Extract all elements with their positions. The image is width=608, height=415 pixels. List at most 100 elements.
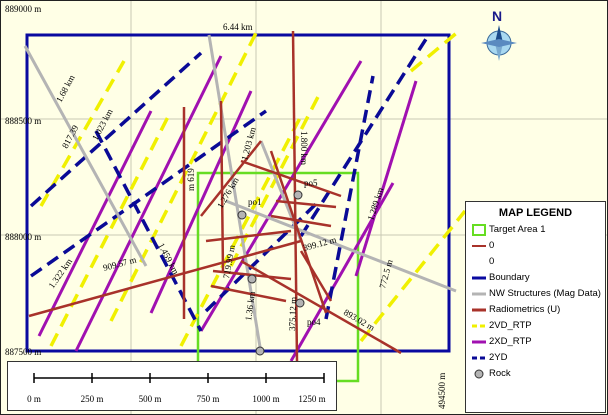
distance-label: 1.68 km	[54, 73, 77, 104]
nw-structure-line[interactable]	[225, 199, 457, 293]
legend-item-zero-line[interactable]: 0	[466, 238, 605, 254]
legend-label: 2YD	[489, 352, 508, 363]
legend-label: Boundary	[489, 272, 530, 283]
scale-tick-label: 750 m	[197, 394, 220, 404]
distance-label: 817.39	[60, 123, 81, 150]
radiometric-line[interactable]	[275, 199, 337, 209]
legend-item-boundary[interactable]: Boundary	[466, 270, 605, 286]
rock-point[interactable]	[247, 274, 257, 284]
legend-item-nw-structures[interactable]: NW Structures (Mag Data)	[466, 286, 605, 302]
legend-item-radiometrics[interactable]: Radiometrics (U)	[466, 302, 605, 318]
radiometric-line[interactable]	[210, 284, 287, 303]
xd-rtp-symbol-icon	[472, 340, 486, 344]
radiometric-line[interactable]	[28, 239, 302, 318]
north-arrow: N	[479, 7, 519, 67]
distance-label: 375.12 m	[287, 297, 298, 331]
radiometric-line[interactable]	[299, 250, 333, 302]
nw-structure-line[interactable]	[23, 45, 148, 267]
vd-rtp-line[interactable]	[39, 60, 126, 207]
distance-label: 909.57 m	[102, 254, 137, 272]
scale-tick-label: 500 m	[139, 394, 162, 404]
sample-label: po1	[248, 197, 262, 207]
coord-label: 889000 m	[5, 4, 41, 14]
distance-label: 6.44 km	[223, 22, 253, 32]
rock-points	[237, 190, 305, 356]
legend-label: 2XD_RTP	[489, 336, 532, 347]
distance-label: 772.5 m	[377, 258, 394, 289]
map-legend: MAP LEGEND Target Area 1 0 0 Boundary NW…	[465, 201, 606, 413]
xd-rtp-line[interactable]	[37, 110, 153, 337]
distance-label: m 619	[186, 168, 196, 191]
legend-label: 0	[489, 240, 495, 251]
xd-rtp-line[interactable]	[74, 55, 223, 352]
coord-label: 888000 m	[5, 232, 41, 242]
radiometric-line[interactable]	[270, 214, 332, 228]
boundary-symbol-icon	[472, 276, 486, 280]
nw-structure-lines	[23, 34, 457, 354]
yd-line[interactable]	[29, 51, 203, 208]
xd-rtp-line[interactable]	[199, 60, 363, 332]
legend-label: Radiometrics (U)	[489, 304, 561, 315]
yd-line[interactable]	[204, 199, 321, 313]
rock-point-po4[interactable]	[295, 298, 305, 308]
coord-label: 887500 m	[5, 347, 41, 357]
legend-item-target-area[interactable]: Target Area 1	[466, 222, 605, 238]
legend-label: 2VD_RTP	[489, 320, 532, 331]
scale-tick-label: 0 m	[27, 394, 41, 404]
legend-label: Rock	[489, 368, 511, 379]
radiometric-line[interactable]	[219, 100, 225, 272]
radiometric-line[interactable]	[269, 150, 328, 314]
yd-line[interactable]	[324, 75, 375, 320]
nw-structure-symbol-icon	[472, 292, 486, 296]
boundary-polygon[interactable]	[25, 33, 451, 353]
rock-point-po3[interactable]	[255, 346, 265, 356]
scale-bar: 0 m 250 m 500 m 750 m 1000 m 1250 m	[7, 361, 337, 411]
legend-item-rock[interactable]: Rock	[466, 366, 605, 382]
vd-rtp-line[interactable]	[359, 209, 467, 343]
coord-label: 494500 m	[437, 373, 447, 409]
sample-label: po4	[307, 317, 321, 327]
north-label: N	[492, 8, 502, 24]
yd-line[interactable]	[29, 109, 268, 278]
legend-label: Target Area 1	[489, 224, 546, 235]
scale-tick-label: 1250 m	[298, 394, 325, 404]
distance-label: 1.800 km	[299, 131, 309, 165]
vd-rtp-line[interactable]	[409, 29, 461, 73]
legend-item-zero[interactable]: 0	[466, 254, 605, 270]
legend-label: 0	[489, 256, 495, 267]
distance-label: 1.203 km	[239, 126, 257, 161]
distance-label: 1.023 km	[90, 107, 115, 142]
rock-point-po1[interactable]	[237, 210, 247, 220]
coordinate-labels: 889000 m 888500 m 888000 m 887500 m 4945…	[5, 4, 447, 409]
xd-rtp-line[interactable]	[149, 90, 253, 314]
radiometric-symbol-icon	[472, 245, 486, 247]
distance-label: 1.36 km	[243, 291, 257, 322]
legend-item-2vd-rtp[interactable]: 2VD_RTP	[466, 318, 605, 334]
rock-point-po5[interactable]	[293, 190, 303, 200]
legend-item-2yd[interactable]: 2YD	[466, 350, 605, 366]
scale-tick-label: 250 m	[81, 394, 104, 404]
rock-symbol-icon	[474, 369, 484, 379]
legend-title: MAP LEGEND	[498, 207, 573, 219]
radiometric-line[interactable]	[205, 229, 292, 243]
legend-item-2xd-rtp[interactable]: 2XD_RTP	[466, 334, 605, 350]
scale-bar-graphic: 0 m 250 m 500 m 750 m 1000 m 1250 m	[27, 373, 326, 404]
nw-structure-line[interactable]	[207, 34, 263, 354]
xd-rtp-line[interactable]	[354, 80, 418, 277]
target-area-symbol-icon	[472, 224, 486, 236]
radiometric-line[interactable]	[240, 259, 402, 355]
radiometric-symbol-icon	[472, 308, 486, 312]
xd-rtp-lines	[37, 55, 418, 362]
coord-label: 888500 m	[5, 116, 41, 126]
legend-label: NW Structures (Mag Data)	[489, 288, 601, 299]
sample-label: po5	[304, 178, 318, 188]
scale-tick-label: 1000 m	[252, 394, 279, 404]
radiometric-line[interactable]	[200, 140, 262, 217]
vd-rtp-symbol-icon	[472, 324, 486, 328]
yd-symbol-icon	[472, 356, 486, 360]
radiometric-line[interactable]	[240, 159, 342, 198]
north-arrow-icon: N	[481, 8, 517, 61]
